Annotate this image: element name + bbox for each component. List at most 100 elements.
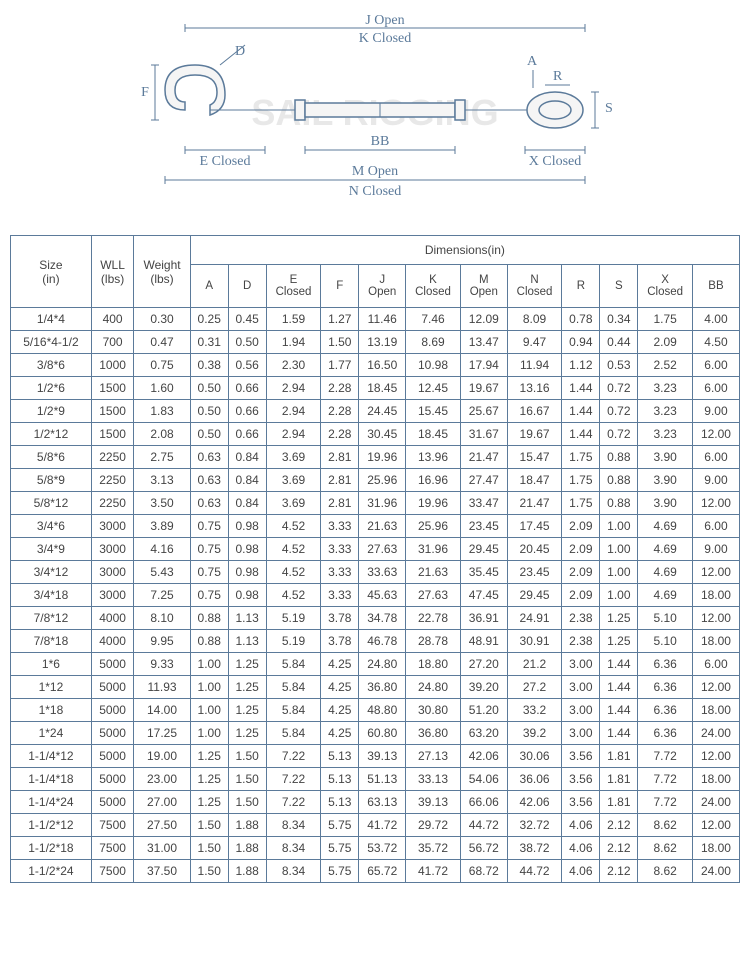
table-row: 1-1/4*24500027.001.251.507.225.1363.1339…: [11, 791, 740, 814]
table-cell: 3/4*9: [11, 538, 92, 561]
table-cell: 1.75: [562, 446, 600, 469]
table-cell: 7.46: [406, 308, 461, 331]
table-cell: 4.25: [321, 722, 359, 745]
table-cell: 4.52: [266, 561, 321, 584]
table-cell: 4000: [91, 630, 133, 653]
table-cell: 1.50: [228, 745, 266, 768]
table-cell: 2.09: [562, 538, 600, 561]
table-cell: 0.66: [228, 423, 266, 446]
table-cell: 1.25: [228, 653, 266, 676]
col-j-open: JOpen: [359, 265, 406, 308]
table-cell: 63.20: [460, 722, 507, 745]
table-cell: 31.00: [134, 837, 190, 860]
table-cell: 3.78: [321, 607, 359, 630]
table-cell: 11.93: [134, 676, 190, 699]
table-cell: 24.80: [359, 653, 406, 676]
table-cell: 25.96: [406, 515, 461, 538]
table-cell: 3.90: [638, 469, 693, 492]
label-s: S: [605, 101, 613, 116]
table-cell: 12.00: [692, 607, 739, 630]
table-cell: 65.72: [359, 860, 406, 883]
table-cell: 12.00: [692, 423, 739, 446]
table-row: 5/8*922503.130.630.843.692.8125.9616.962…: [11, 469, 740, 492]
table-cell: 2.81: [321, 446, 359, 469]
table-row: 1/2*1215002.080.500.662.942.2830.4518.45…: [11, 423, 740, 446]
table-cell: 5.10: [638, 630, 693, 653]
table-cell: 14.00: [134, 699, 190, 722]
table-cell: 4.69: [638, 561, 693, 584]
table-row: 1*18500014.001.001.255.844.2548.8030.805…: [11, 699, 740, 722]
table-cell: 5.43: [134, 561, 190, 584]
table-cell: 3.50: [134, 492, 190, 515]
table-cell: 1-1/2*12: [11, 814, 92, 837]
table-cell: 1*6: [11, 653, 92, 676]
table-cell: 13.16: [507, 377, 562, 400]
table-cell: 6.36: [638, 699, 693, 722]
table-cell: 2250: [91, 492, 133, 515]
table-cell: 1.50: [190, 860, 228, 883]
table-row: 3/4*1830007.250.750.984.523.3345.6327.63…: [11, 584, 740, 607]
table-cell: 11.46: [359, 308, 406, 331]
table-cell: 5/8*12: [11, 492, 92, 515]
table-cell: 18.00: [692, 837, 739, 860]
table-cell: 1.00: [600, 561, 638, 584]
turnbuckle-diagram: SAIL RIGGING J Open K Closed D F A R S: [0, 0, 750, 235]
table-cell: 0.66: [228, 400, 266, 423]
table-cell: 5/16*4-1/2: [11, 331, 92, 354]
table-row: 1/4*44000.300.250.451.591.2711.467.4612.…: [11, 308, 740, 331]
table-cell: 1-1/2*24: [11, 860, 92, 883]
table-cell: 1/2*12: [11, 423, 92, 446]
table-cell: 24.00: [692, 722, 739, 745]
table-row: 1-1/4*12500019.001.251.507.225.1339.1327…: [11, 745, 740, 768]
table-cell: 1.00: [190, 653, 228, 676]
table-cell: 3.13: [134, 469, 190, 492]
table-cell: 1.13: [228, 607, 266, 630]
table-cell: 0.75: [190, 515, 228, 538]
table-cell: 1.25: [600, 630, 638, 653]
table-cell: 7.22: [266, 768, 321, 791]
col-a: A: [190, 265, 228, 308]
table-cell: 8.34: [266, 860, 321, 883]
table-cell: 5000: [91, 653, 133, 676]
table-cell: 19.67: [507, 423, 562, 446]
table-row: 1*12500011.931.001.255.844.2536.8024.803…: [11, 676, 740, 699]
table-cell: 1.44: [600, 653, 638, 676]
table-cell: 4.52: [266, 538, 321, 561]
table-cell: 5.84: [266, 722, 321, 745]
table-cell: 29.72: [406, 814, 461, 837]
table-cell: 12.00: [692, 492, 739, 515]
table-row: 1/2*915001.830.500.662.942.2824.4515.452…: [11, 400, 740, 423]
table-cell: 17.25: [134, 722, 190, 745]
table-cell: 1500: [91, 400, 133, 423]
table-cell: 1.44: [600, 676, 638, 699]
table-cell: 7500: [91, 837, 133, 860]
table-cell: 19.67: [460, 377, 507, 400]
table-cell: 1.44: [562, 400, 600, 423]
table-cell: 1-1/4*18: [11, 768, 92, 791]
table-cell: 1.27: [321, 308, 359, 331]
table-cell: 0.98: [228, 561, 266, 584]
table-cell: 1.50: [321, 331, 359, 354]
table-cell: 0.45: [228, 308, 266, 331]
table-cell: 32.72: [507, 814, 562, 837]
table-row: 1-1/2*18750031.001.501.888.345.7553.7235…: [11, 837, 740, 860]
table-cell: 28.78: [406, 630, 461, 653]
table-cell: 0.75: [190, 561, 228, 584]
table-cell: 1.25: [190, 768, 228, 791]
table-cell: 42.06: [460, 745, 507, 768]
col-size: Size(in): [11, 236, 92, 308]
table-cell: 1-1/4*24: [11, 791, 92, 814]
table-cell: 2.28: [321, 377, 359, 400]
table-cell: 0.63: [190, 469, 228, 492]
table-cell: 25.67: [460, 400, 507, 423]
col-d: D: [228, 265, 266, 308]
col-weight: Weight(lbs): [134, 236, 190, 308]
col-m-open: MOpen: [460, 265, 507, 308]
table-cell: 0.88: [600, 492, 638, 515]
table-cell: 5.13: [321, 791, 359, 814]
table-cell: 30.80: [406, 699, 461, 722]
table-cell: 24.91: [507, 607, 562, 630]
table-cell: 2.94: [266, 400, 321, 423]
table-cell: 1.44: [562, 377, 600, 400]
table-cell: 1.25: [228, 676, 266, 699]
